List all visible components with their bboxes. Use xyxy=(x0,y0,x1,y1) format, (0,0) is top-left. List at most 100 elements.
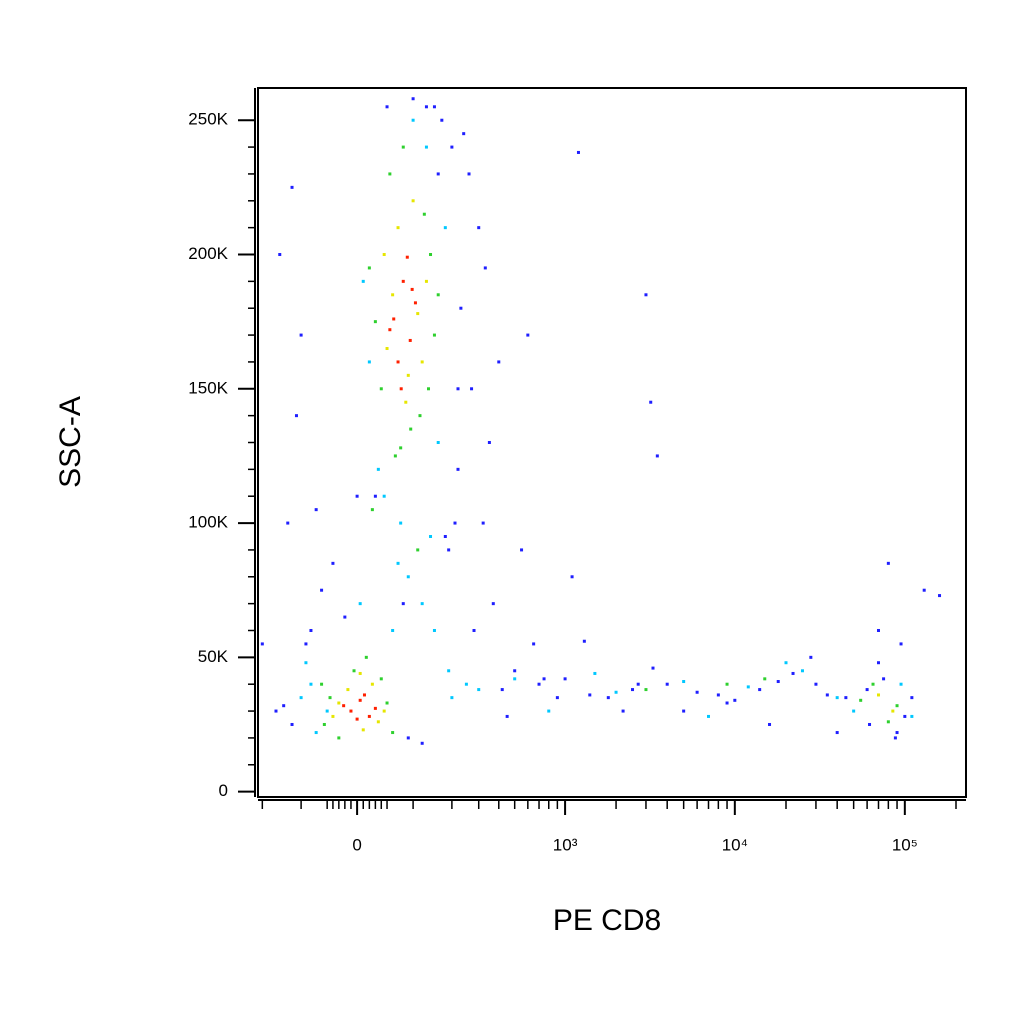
point xyxy=(725,682,729,686)
point xyxy=(903,714,907,718)
point xyxy=(396,561,400,565)
point xyxy=(320,682,324,686)
point xyxy=(290,722,294,726)
point xyxy=(472,628,476,632)
point xyxy=(424,105,428,109)
point xyxy=(391,731,395,735)
point xyxy=(895,731,899,735)
point xyxy=(304,642,308,646)
point xyxy=(282,704,286,708)
point xyxy=(382,494,386,498)
point xyxy=(391,628,395,632)
point xyxy=(526,333,530,337)
point xyxy=(477,688,481,692)
point xyxy=(542,677,546,681)
point xyxy=(784,661,788,665)
point xyxy=(420,360,424,364)
point xyxy=(706,714,710,718)
point xyxy=(401,279,405,283)
point xyxy=(899,682,903,686)
point xyxy=(364,655,368,659)
point xyxy=(396,360,400,364)
point xyxy=(477,226,481,230)
point xyxy=(404,400,408,404)
y-tick-label: 0 xyxy=(219,781,228,800)
point xyxy=(910,714,914,718)
point xyxy=(876,693,880,697)
point xyxy=(758,688,762,692)
point xyxy=(513,669,517,673)
point xyxy=(416,312,420,316)
point xyxy=(299,333,303,337)
point xyxy=(401,145,405,149)
point xyxy=(443,226,447,230)
point xyxy=(588,693,592,697)
point xyxy=(886,561,890,565)
point xyxy=(358,698,362,702)
point xyxy=(420,602,424,606)
point xyxy=(361,279,365,283)
plot-frame xyxy=(257,87,967,798)
point xyxy=(440,118,444,122)
point xyxy=(483,266,487,270)
point xyxy=(436,441,440,444)
point xyxy=(331,714,335,718)
point xyxy=(481,521,485,525)
point xyxy=(379,387,383,391)
point xyxy=(337,701,341,705)
point xyxy=(314,731,318,735)
point xyxy=(411,199,415,203)
point xyxy=(895,704,899,708)
point xyxy=(537,682,541,686)
point xyxy=(800,669,804,673)
point xyxy=(294,414,298,418)
point xyxy=(432,333,436,337)
point xyxy=(424,145,428,149)
point xyxy=(331,561,335,565)
y-tick-label: 200K xyxy=(188,244,228,263)
point xyxy=(424,279,428,283)
point xyxy=(520,548,524,552)
point xyxy=(456,467,460,471)
point xyxy=(555,696,559,700)
point xyxy=(644,688,648,692)
point xyxy=(891,709,895,713)
point xyxy=(876,661,880,665)
point xyxy=(644,293,648,297)
point xyxy=(882,677,886,681)
point xyxy=(450,696,454,700)
point xyxy=(459,306,463,310)
point xyxy=(631,688,635,692)
point xyxy=(355,717,359,721)
point xyxy=(582,639,586,643)
point xyxy=(413,301,417,305)
point xyxy=(500,688,504,692)
point xyxy=(636,682,640,686)
point xyxy=(290,185,294,189)
point xyxy=(274,709,278,713)
point xyxy=(304,661,308,665)
point xyxy=(388,172,392,176)
point xyxy=(746,685,750,689)
point xyxy=(399,521,403,525)
x-tick-label: 10⁴ xyxy=(722,835,748,854)
point xyxy=(373,320,377,324)
point xyxy=(899,642,903,646)
point xyxy=(343,615,347,619)
point xyxy=(322,722,326,726)
point xyxy=(733,698,737,702)
point xyxy=(655,454,659,458)
point xyxy=(278,253,282,257)
point xyxy=(422,212,426,216)
point xyxy=(910,696,914,700)
point xyxy=(938,594,942,598)
point xyxy=(349,709,353,713)
point xyxy=(682,709,686,713)
x-axis-label: PE CD8 xyxy=(553,904,661,937)
point xyxy=(487,441,491,444)
point xyxy=(406,575,410,579)
point xyxy=(309,628,313,632)
point xyxy=(593,671,597,675)
y-tick-label: 100K xyxy=(188,513,228,532)
point xyxy=(420,741,424,745)
